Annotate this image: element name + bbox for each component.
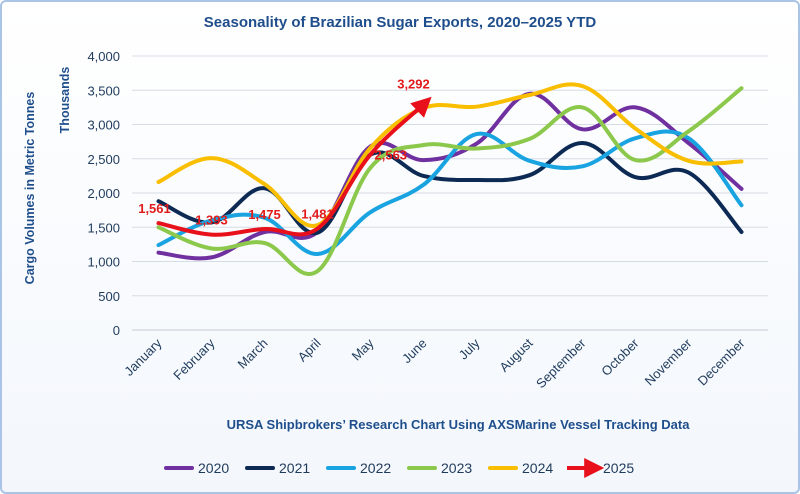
data-label: 1,481: [301, 207, 334, 222]
y-tick-label: 3,500: [87, 83, 120, 98]
y-tick-label: 2,000: [87, 186, 120, 201]
x-tick-label: August: [496, 335, 535, 374]
x-tick-label: December: [695, 335, 748, 388]
legend-label-2020: 2020: [198, 460, 229, 476]
x-tick-label: January: [121, 335, 165, 379]
data-labels: 1,561 1,393 1,475 1,481 2,563 3,292: [138, 76, 430, 227]
y-tick-label: 1,500: [87, 220, 120, 235]
x-tick-label: April: [295, 335, 324, 364]
x-axis-label: URSA Shipbrokers’ Research Chart Using A…: [227, 417, 691, 432]
x-tick-label: September: [533, 335, 589, 391]
x-tick-label: July: [456, 335, 483, 362]
x-tick-label: March: [234, 336, 270, 372]
legend-label-2022: 2022: [360, 460, 391, 476]
series-line-2025: [156, 96, 432, 237]
y-tick-labels: 0 500 1,000 1,500 2,000 2,500 3,000 3,500 4,000: [87, 49, 120, 338]
series-line-2024: [156, 82, 744, 228]
gridlines: [132, 55, 768, 331]
y-tick-label: 1,000: [87, 255, 120, 270]
chart-title: Seasonality of Brazilian Sugar Exports, …: [204, 14, 597, 31]
legend-label-2023: 2023: [441, 460, 472, 476]
legend-label-2024: 2024: [522, 460, 553, 476]
data-label: 3,292: [397, 76, 430, 91]
y-tick-label: 0: [113, 323, 120, 338]
y-tick-label: 3,000: [87, 118, 120, 133]
y-axis-label: Cargo Volumes in Metric Tonnes: [23, 92, 37, 285]
data-label: 2,563: [375, 147, 408, 162]
x-tick-labels: January February March April May June July Augu…: [121, 335, 748, 391]
legend-label-2021: 2021: [279, 460, 310, 476]
y-tick-label: 4,000: [87, 49, 120, 64]
x-tick-label: February: [170, 335, 218, 383]
data-label: 1,393: [195, 213, 228, 228]
y-tick-label: 500: [98, 289, 120, 304]
data-label: 1,561: [138, 201, 171, 216]
series-line-2021: [156, 140, 744, 235]
legend: 2020 2021 2022 2023 2024 2025: [164, 458, 634, 478]
legend-label-2025: 2025: [603, 460, 634, 476]
y-tick-label: 2,500: [87, 152, 120, 167]
series-lines: [156, 82, 744, 276]
x-tick-label: May: [349, 335, 377, 363]
series-line-2023: [156, 86, 744, 276]
data-label: 1,475: [248, 207, 281, 222]
x-tick-label: November: [642, 335, 695, 388]
y-axis-unit: Thousands: [58, 67, 72, 134]
x-tick-label: October: [598, 335, 642, 379]
x-tick-label: June: [399, 336, 430, 367]
